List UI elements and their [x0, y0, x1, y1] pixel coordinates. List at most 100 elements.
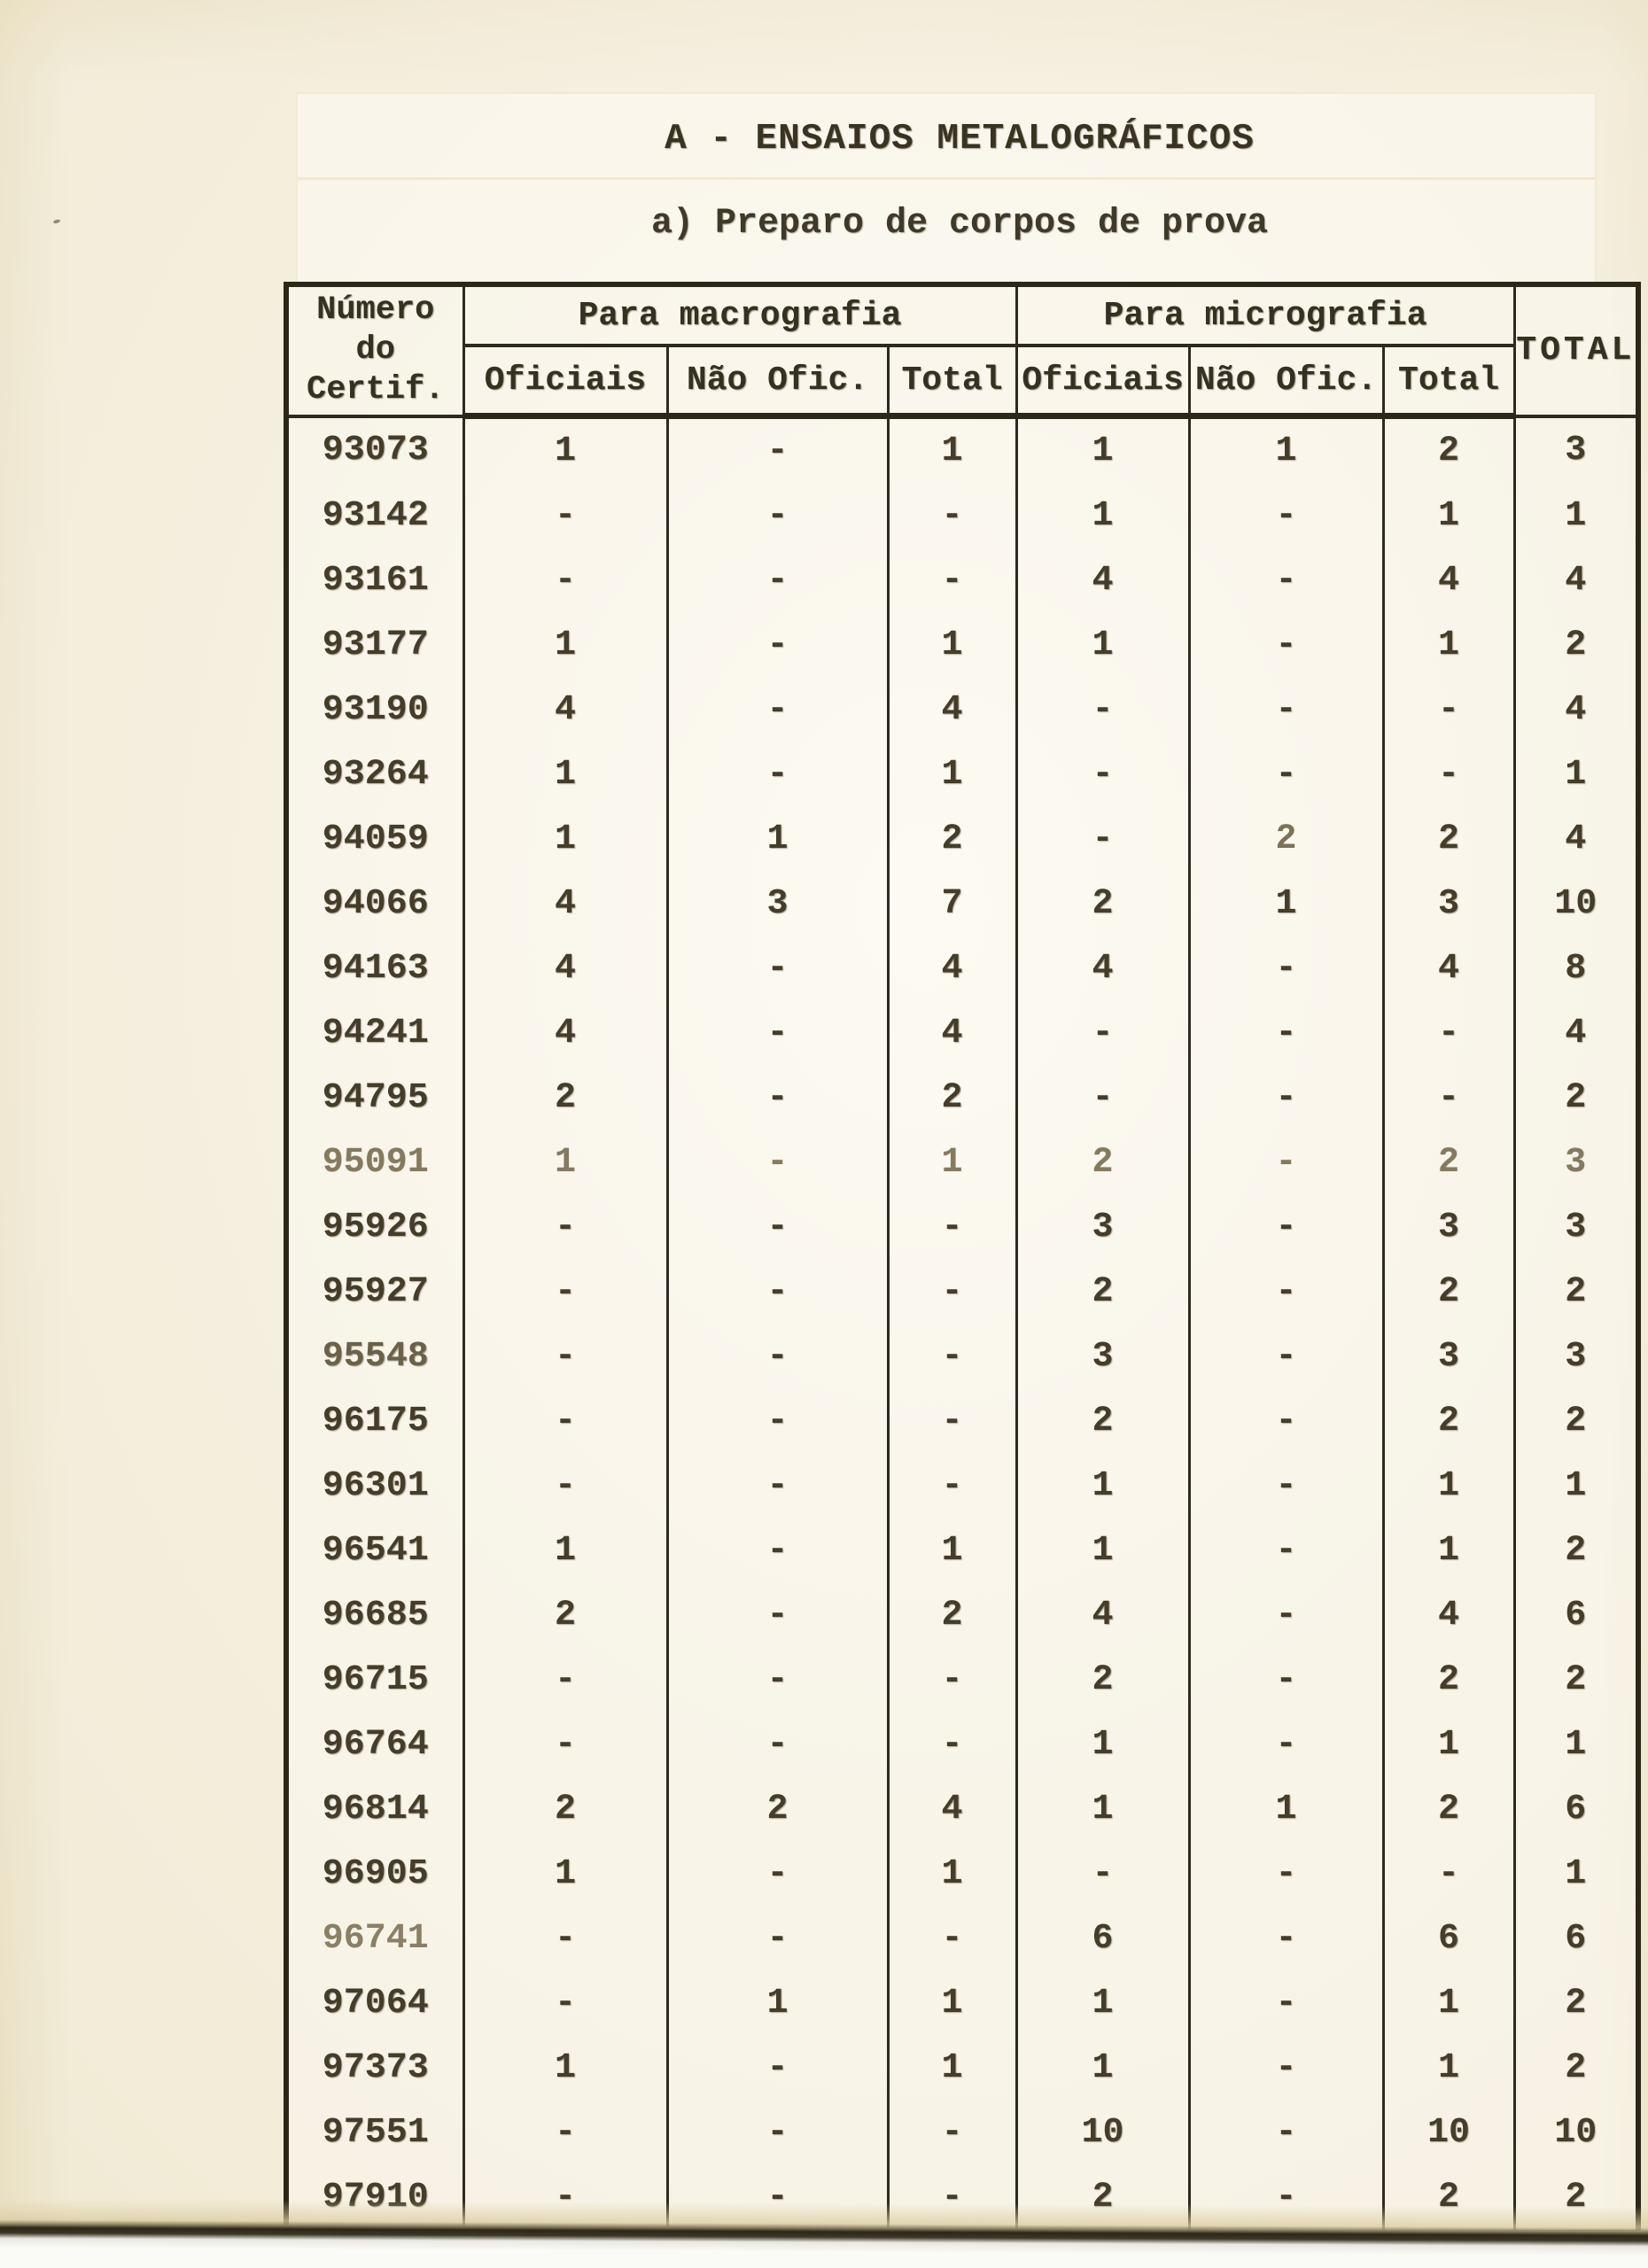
value-cell: 1	[1014, 613, 1191, 678]
table-header: Número do Certif. Para macrografia Para …	[284, 284, 1640, 419]
value-cell: -	[1381, 1842, 1516, 1907]
paper-bottom-edge	[0, 2198, 1648, 2268]
value-cell: 4	[886, 678, 1018, 742]
value-cell: 1	[1014, 1777, 1191, 1842]
value-cell: 2	[1014, 872, 1191, 936]
value-cell: 1	[1512, 742, 1640, 807]
value-cell: 1	[1512, 1454, 1640, 1518]
table-row: 96541 1-1 1-1 2	[284, 1518, 1640, 1583]
table-row: 93190 4-4- - -4	[284, 678, 1640, 742]
value-cell: 1	[1381, 484, 1516, 548]
value-cell: 3	[1512, 1195, 1640, 1260]
table-row: 95927- - -2-2 2	[284, 1260, 1640, 1324]
value-cell: 4	[1512, 807, 1640, 872]
certificate-cell: 93161	[284, 548, 465, 613]
value-cell: -	[1381, 1066, 1516, 1130]
table-row: 93161- - -4-4 4	[284, 548, 1640, 613]
value-cell: -	[462, 1389, 669, 1454]
certificate-cell: 97373	[284, 2036, 465, 2101]
value-cell: -	[1187, 1454, 1385, 1518]
value-cell: 1	[1014, 2036, 1191, 2101]
value-cell: -	[462, 548, 669, 613]
value-cell: -	[462, 1324, 669, 1389]
value-cell: 1	[1014, 1713, 1191, 1777]
table-row: 93264 1-1- - -1	[284, 742, 1640, 807]
value-cell: -	[665, 1842, 890, 1907]
value-cell: 3	[1014, 1195, 1191, 1260]
value-cell: 1	[1014, 1454, 1191, 1518]
value-cell: -	[1187, 742, 1385, 807]
value-cell: -	[665, 1324, 890, 1389]
value-cell: 2	[1187, 807, 1385, 872]
value-cell: 1	[1014, 1971, 1191, 2036]
value-cell: 1	[1014, 416, 1191, 484]
value-cell: -	[886, 1324, 1018, 1389]
micro-non-officials-header: Não Ofic.	[1187, 346, 1385, 419]
grand-total-header: TOTAL	[1512, 284, 1640, 418]
value-cell: 1	[1014, 484, 1191, 548]
table-row: 96175- - -2-2 2	[284, 1389, 1640, 1454]
value-cell: -	[665, 1066, 890, 1130]
value-cell: -	[886, 1713, 1018, 1777]
value-cell: 2	[1381, 807, 1516, 872]
value-cell: -	[886, 2101, 1018, 2165]
table-row: 95091 1-1 2-2 3	[284, 1130, 1640, 1195]
macro-non-officials-header: Não Ofic.	[665, 346, 890, 419]
section-title: A - ENSAIOS METALOGRÁFICOS	[665, 119, 1255, 159]
value-cell: 4	[1381, 548, 1516, 613]
value-cell: 3	[1381, 1195, 1516, 1260]
value-cell: -	[1187, 1260, 1385, 1324]
value-cell: 2	[886, 1066, 1018, 1130]
certificate-cell: 96541	[284, 1518, 465, 1583]
value-cell: 2	[1381, 1389, 1516, 1454]
certificate-cell: 96301	[284, 1454, 465, 1518]
macro-officials-header: Oficiais	[462, 346, 669, 419]
value-cell: 1	[665, 1971, 890, 2036]
value-cell: -	[665, 1454, 890, 1518]
value-cell: 4	[886, 1777, 1018, 1842]
table-row: 96685 2-2 4-4 6	[284, 1583, 1640, 1648]
value-cell: -	[665, 742, 890, 807]
value-cell: -	[1187, 1001, 1385, 1066]
certificate-cell: 97064	[284, 1971, 465, 2036]
value-cell: -	[886, 1454, 1018, 1518]
value-cell: -	[1187, 1195, 1385, 1260]
table-row: 94059 1 1 2-2 2 4	[284, 807, 1640, 872]
table-body: 93073 1-1 1 1 2 3 93142- - -1-1 1 93161- - -4-4 4 9317…	[284, 416, 1640, 2231]
value-cell: -	[1014, 742, 1191, 807]
value-cell: -	[1014, 1001, 1191, 1066]
value-cell: -	[1187, 936, 1385, 1001]
cert-header-line-3: Certif.	[307, 371, 445, 409]
table-row: 94241 4-4- - -4	[284, 1001, 1640, 1066]
value-cell: -	[1187, 2101, 1385, 2165]
certificate-cell: 94795	[284, 1066, 465, 1130]
value-cell: -	[886, 484, 1018, 548]
value-cell: 2	[1381, 1260, 1516, 1324]
value-cell: 4	[1512, 678, 1640, 742]
certificate-cell: 96175	[284, 1389, 465, 1454]
value-cell: -	[462, 1454, 669, 1518]
macrography-group-header: Para macrografia	[462, 284, 1018, 347]
value-cell: 1	[1512, 1842, 1640, 1907]
value-cell: 2	[886, 1583, 1018, 1648]
value-cell: -	[1381, 1001, 1516, 1066]
value-cell: -	[665, 1130, 890, 1195]
value-cell: 1	[1381, 613, 1516, 678]
value-cell: 2	[1381, 1648, 1516, 1713]
value-cell: 1	[886, 1130, 1018, 1195]
value-cell: -	[1187, 484, 1385, 548]
certificate-cell: 93073	[284, 416, 465, 484]
value-cell: 2	[1381, 416, 1516, 484]
value-cell: 1	[1381, 1518, 1516, 1583]
value-cell: -	[462, 1260, 669, 1324]
value-cell: 2	[1512, 1648, 1640, 1713]
value-cell: 2	[1014, 1648, 1191, 1713]
value-cell: 4	[462, 872, 669, 936]
value-cell: 1	[1381, 1713, 1516, 1777]
value-cell: 2	[1512, 1260, 1640, 1324]
value-cell: 2	[462, 1583, 669, 1648]
certificate-cell: 95926	[284, 1195, 465, 1260]
value-cell: -	[1187, 1066, 1385, 1130]
value-cell: 1	[1187, 416, 1385, 484]
